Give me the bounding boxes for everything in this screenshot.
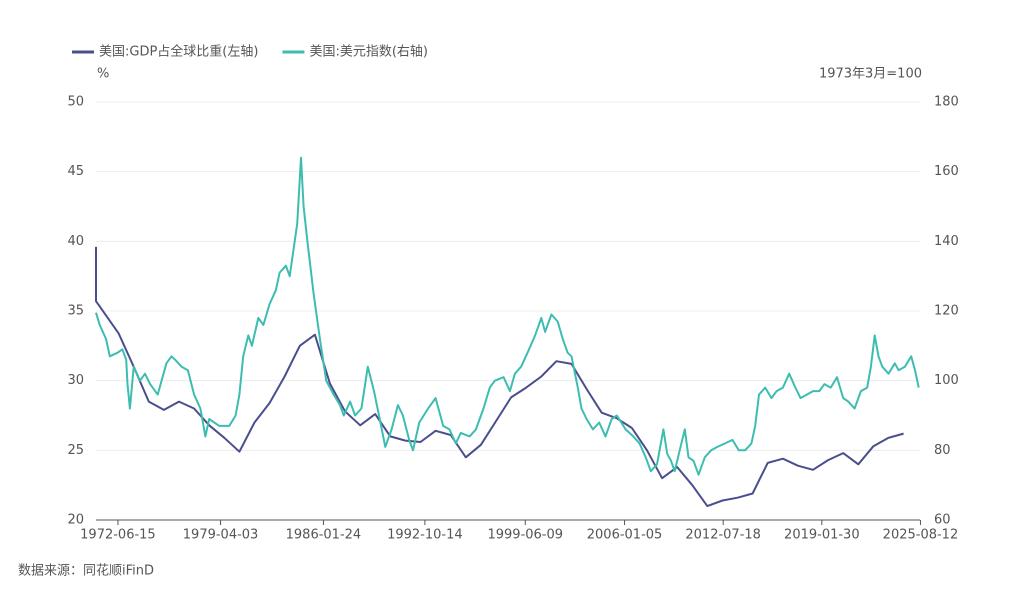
- y-tick-label: 50: [67, 95, 84, 110]
- data-line: [95, 156, 920, 476]
- x-tick-label: 1972-06-15: [80, 528, 156, 543]
- x-tick-label: 1999-06-09: [487, 528, 563, 543]
- y-tick-label: 35: [67, 304, 84, 319]
- y-tick-label: 30: [67, 373, 84, 388]
- y-tick-label: 40: [67, 234, 84, 249]
- legend-label: 美国:GDP占全球比重(左轴): [99, 44, 258, 60]
- y-tick-label: 20: [67, 513, 84, 528]
- y2-tick-label: 120: [934, 304, 959, 319]
- x-tick-label: 2006-01-05: [587, 528, 663, 543]
- y-axis-label: %: [97, 67, 109, 82]
- y-tick-label: 25: [67, 443, 84, 458]
- y2-tick-label: 80: [934, 443, 951, 458]
- y2-axis-label: 1973年3月=100: [819, 67, 922, 82]
- data-line: [95, 246, 904, 508]
- y2-tick-label: 60: [934, 513, 951, 528]
- y-tick-label: 45: [67, 164, 84, 179]
- x-tick-label: 2025-08-12: [883, 528, 959, 543]
- legend-label: 美国:美元指数(右轴): [309, 45, 428, 60]
- y2-tick-label: 100: [934, 373, 959, 388]
- x-tick-label: 1979-04-03: [183, 528, 259, 543]
- x-tick-label: 2012-07-18: [685, 528, 761, 543]
- x-tick-label: 2019-01-30: [784, 528, 860, 543]
- x-tick-label: 1992-10-14: [387, 528, 463, 543]
- y2-tick-label: 160: [934, 164, 959, 179]
- source-note: 数据来源：同花顺iFinD: [18, 563, 154, 579]
- y2-tick-label: 140: [934, 234, 959, 249]
- x-tick-label: 1986-01-24: [286, 528, 362, 543]
- y2-tick-label: 180: [934, 95, 959, 110]
